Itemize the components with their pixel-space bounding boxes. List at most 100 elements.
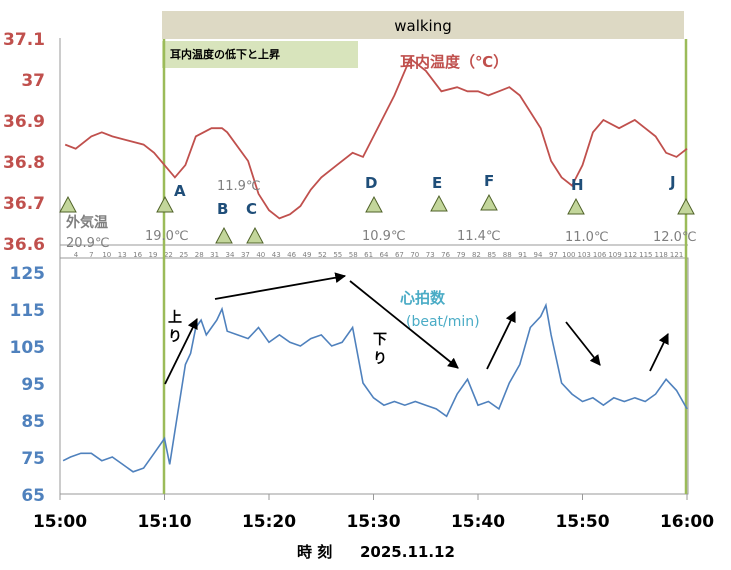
index-tick-label: 49	[303, 251, 312, 259]
index-tick-label: 40	[256, 251, 265, 259]
x-tick-label: 15:00	[33, 512, 87, 532]
trend-arrow-4	[486, 311, 516, 370]
index-tick-label: 97	[549, 251, 558, 259]
label-A: A	[174, 182, 186, 200]
ear-y-tick-label: 36.7	[3, 194, 45, 214]
x-axis-title: 時 刻	[297, 543, 332, 561]
hr-chart-subtitle: (beat/min)	[406, 314, 480, 330]
x-tick-label: 15:20	[242, 512, 296, 532]
index-tick-label: 67	[395, 251, 404, 259]
trend-arrow-5	[565, 321, 601, 366]
trend-arrow-3	[349, 280, 459, 369]
index-tick-label: 106	[593, 251, 607, 259]
event-marker-triangle	[215, 226, 233, 244]
index-tick-label: 55	[333, 251, 342, 259]
index-tick-label: 115	[639, 251, 652, 259]
index-tick-label: 91	[518, 251, 527, 259]
index-tick-label: 4	[74, 251, 79, 259]
index-tick-label: 16	[133, 251, 142, 259]
label-F: F	[484, 172, 494, 190]
label-outside: 外気温	[66, 214, 108, 231]
temp-outside: 20.9℃	[66, 236, 110, 251]
temp-D: 10.9℃	[362, 229, 406, 244]
x-tick-label: 15:30	[346, 512, 400, 532]
index-tick-label: 112	[624, 251, 637, 259]
event-marker-triangle	[365, 195, 383, 213]
index-tick-label: 103	[578, 251, 591, 259]
index-tick-label: 100	[562, 251, 575, 259]
ear-y-tick-label: 36.6	[3, 235, 45, 255]
ear-plot-frame	[59, 38, 688, 258]
label-B: B	[217, 200, 228, 218]
ear-dip-label: 耳内温度の低下と上昇	[170, 47, 280, 61]
ear-y-tick-label: 36.8	[3, 153, 45, 173]
index-tick-label: 13	[118, 251, 127, 259]
temp-H: 11.0℃	[565, 230, 609, 245]
hr-y-ticks: 125 115 105 95 85 75 65	[10, 264, 46, 506]
index-tick-label: 88	[503, 251, 512, 259]
hr-y-tick-label: 105	[10, 338, 46, 358]
x-tick-label: 15:10	[137, 512, 191, 532]
index-tick-label: 70	[410, 251, 419, 259]
event-marker-triangle	[677, 197, 695, 215]
ear-y-tick-label: 37.1	[3, 30, 45, 50]
label-C: C	[246, 200, 257, 218]
index-tick-label: 37	[241, 251, 250, 259]
ear-y-tick-label: 36.9	[3, 112, 45, 132]
index-tick-label: 31	[210, 251, 219, 259]
hr-plot-frame	[59, 257, 689, 495]
event-marker-triangle	[480, 193, 498, 211]
ear-temperature-line	[64, 57, 688, 220]
index-tick-label: 109	[608, 251, 621, 259]
event-marker-triangle	[430, 194, 448, 212]
trend-arrows	[164, 272, 669, 385]
fall-label: 下	[373, 332, 387, 348]
index-tick-label: 52	[318, 251, 327, 259]
ear-y-tick-label: 37	[21, 71, 45, 91]
index-tick-label: 34	[226, 251, 235, 259]
rise-label-2: り	[168, 329, 182, 345]
hr-y-tick-label: 125	[10, 264, 46, 284]
heart-rate-line	[62, 302, 688, 473]
event-marker-triangle	[59, 195, 77, 213]
temp-J: 12.0℃	[653, 230, 697, 245]
hr-chart-title: 心拍数	[400, 289, 446, 307]
index-tick-label: 82	[472, 251, 481, 259]
index-tick-label: 61	[364, 251, 373, 259]
x-axis-ticks: 15:00 15:10 15:20 15:30 15:40 15:50 16:00	[33, 494, 714, 532]
index-tick-label: 25	[179, 251, 188, 259]
hr-y-tick-label: 75	[21, 449, 45, 469]
index-tick-label: 79	[457, 251, 466, 259]
index-tick-label: 94	[534, 251, 543, 259]
ear-y-ticks: 37.1 37 36.9 36.8 36.7 36.6	[3, 30, 45, 255]
index-tick-label: 73	[426, 251, 435, 259]
temp-A: 19.0℃	[145, 229, 189, 244]
temp-F: 11.4℃	[457, 229, 501, 244]
index-tick-label: 10	[102, 251, 111, 259]
hr-y-tick-label: 115	[10, 301, 46, 321]
index-tick-label: 7	[89, 251, 93, 259]
walking-bar	[162, 11, 684, 39]
trend-arrow-2	[214, 272, 347, 300]
index-tick-label: 22	[164, 251, 173, 259]
event-marker-triangle	[156, 195, 174, 213]
index-tick-label: 43	[272, 251, 281, 259]
hr-y-tick-label: 65	[21, 486, 45, 506]
label-E: E	[432, 174, 442, 192]
index-tick-label: 28	[195, 251, 204, 259]
ear-chart-title: 耳内温度（℃）	[400, 53, 508, 71]
x-tick-label: 15:40	[451, 512, 505, 532]
trend-arrow-1	[164, 318, 198, 385]
x-tick-label: 16:00	[660, 512, 714, 532]
walking-label: walking	[394, 17, 452, 35]
index-tick-label: 58	[349, 251, 358, 259]
hr-plot-border	[59, 257, 689, 495]
index-tick-label: 46	[287, 251, 296, 259]
label-D: D	[365, 174, 377, 192]
trend-arrow-6	[649, 333, 669, 372]
index-tick-label: 85	[487, 251, 496, 259]
fall-label-2: り	[373, 351, 387, 367]
label-H: H	[571, 176, 584, 194]
temp-C: 11.9℃	[217, 179, 261, 194]
